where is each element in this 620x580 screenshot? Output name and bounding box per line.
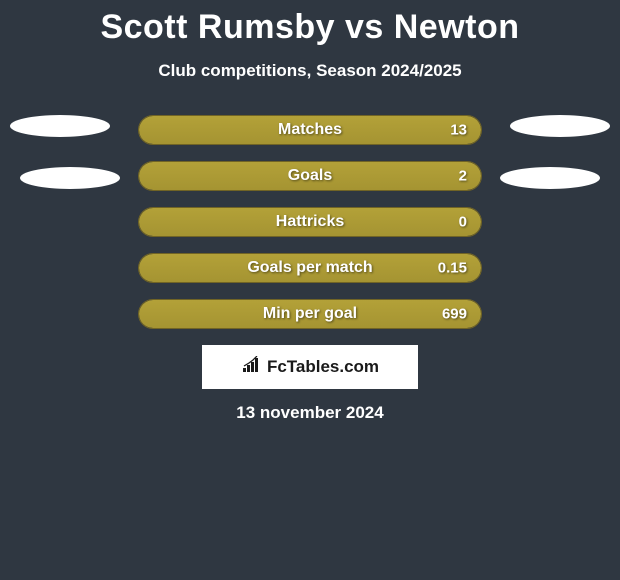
stat-area: Matches 13 Goals 2 Hattricks 0 Goals per… [0,115,620,329]
stat-value: 0 [459,214,467,231]
stat-label: Goals per match [247,259,372,277]
stat-value: 13 [450,122,467,139]
stat-value: 699 [442,306,467,323]
stat-row-min-per-goal: Min per goal 699 [138,299,482,329]
player-placeholder-left-2 [20,167,120,189]
stat-value: 2 [459,168,467,185]
logo-content: FcTables.com [241,356,379,379]
stats-container: Scott Rumsby vs Newton Club competitions… [0,0,620,423]
stat-label: Hattricks [276,213,344,231]
stat-row-goals-per-match: Goals per match 0.15 [138,253,482,283]
page-subtitle: Club competitions, Season 2024/2025 [0,61,620,81]
stat-row-hattricks: Hattricks 0 [138,207,482,237]
player-placeholder-right-2 [500,167,600,189]
logo-box: FcTables.com [202,345,418,389]
bar-chart-icon [241,356,263,379]
stat-row-goals: Goals 2 [138,161,482,191]
stat-label: Goals [288,167,332,185]
stat-label: Matches [278,121,342,139]
stat-value: 0.15 [438,260,467,277]
stat-rows: Matches 13 Goals 2 Hattricks 0 Goals per… [138,115,482,329]
stat-row-matches: Matches 13 [138,115,482,145]
stat-label: Min per goal [263,305,357,323]
page-title: Scott Rumsby vs Newton [0,8,620,47]
player-placeholder-right-1 [510,115,610,137]
player-placeholder-left-1 [10,115,110,137]
date-text: 13 november 2024 [0,403,620,423]
logo-text: FcTables.com [267,357,379,377]
